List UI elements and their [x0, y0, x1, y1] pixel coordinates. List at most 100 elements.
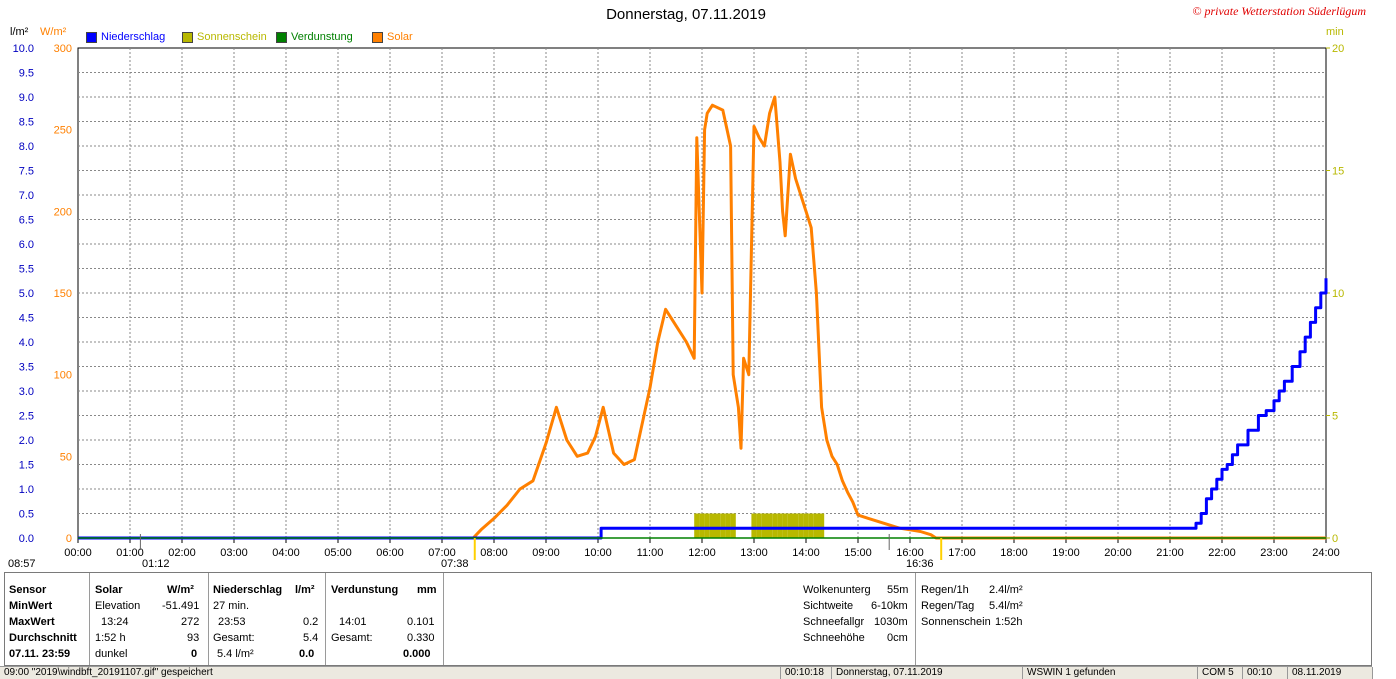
rain-tick-label: 6.0 [19, 239, 34, 251]
sunset-label: 16:36 [906, 558, 934, 570]
rain-tick-label: 4.5 [19, 313, 34, 325]
rain-tick-label: 2.0 [19, 435, 34, 447]
status-date2: 08.11.2019 [1288, 667, 1373, 679]
rain-tick-label: 5.5 [19, 264, 34, 276]
sunshine-bar [813, 513, 819, 538]
rain-tick-label: 0.5 [19, 509, 34, 521]
rainstat-label-0: Regen/1h [921, 584, 969, 596]
solar-elevation-value: -51.491 [162, 600, 200, 612]
divider [915, 573, 916, 665]
weather-chart: 0.0 0.5 1.0 1.5 2.0 2.5 3.0 3.5 4.0 4.5 5.0 5.5 6.0 6… [13, 43, 1344, 560]
weather-value-1: 6-10km [871, 600, 908, 612]
rain-tick-label: 8.5 [19, 117, 34, 129]
evap-total-value: 0.330 [407, 632, 435, 644]
evap-max-value: 0.101 [407, 616, 435, 628]
evap-max-time: 14:01 [339, 616, 367, 628]
sunshine-bar [772, 513, 778, 538]
maxwert-label: MaxWert [9, 616, 55, 628]
minutes-tick-label: 15 [1332, 166, 1344, 178]
rain-tick-label: 7.5 [19, 166, 34, 178]
x-tick-label: 14:00 [792, 547, 820, 559]
sensor-header: Sensor [9, 584, 47, 596]
x-tick-label: 22:00 [1208, 547, 1236, 559]
rain-tick-label: 7.0 [19, 190, 34, 202]
rain-tick-label: 5.0 [19, 288, 34, 300]
evap-total-label: Gesamt: [331, 632, 373, 644]
x-tick-label: 16:00 [896, 547, 924, 559]
solar-hours: 1:52 h [95, 632, 126, 644]
evap-sum-value: 0.000 [403, 648, 431, 660]
divider [208, 573, 209, 665]
legend-verdunstung: Verdunstung [276, 31, 353, 43]
x-tick-label: 07:00 [428, 547, 456, 559]
x-tick-label: 10:00 [584, 547, 612, 559]
sunshine-bar [767, 513, 773, 538]
status-bar: 09:00 "2019\windbft_20191107.gif" gespei… [0, 666, 1373, 679]
x-tick-label: 01:00 [116, 547, 144, 559]
x-tick-label: 05:00 [324, 547, 352, 559]
solar-tick-label: 300 [54, 43, 72, 55]
rain-tick-label: 1.5 [19, 460, 34, 472]
durchschnitt-label: Durchschnitt [9, 632, 77, 644]
status-com: COM 5 [1198, 667, 1243, 679]
sunshine-bar [819, 513, 825, 538]
sunshine-bar [720, 513, 726, 538]
sunshine-bar [730, 513, 736, 538]
rain-duration: 27 min. [213, 600, 250, 612]
sunshine-bar [798, 513, 804, 538]
sunshine-bar [704, 513, 710, 538]
solar-tick-label: 150 [54, 288, 72, 300]
evap-unit: mm [417, 584, 437, 596]
evap-header: Verdunstung [331, 584, 399, 596]
weather-label-3: Schneehöhe [803, 632, 865, 644]
rain-sum-label: 5.4 l/m² [217, 648, 254, 660]
x-tick-label: 15:00 [844, 547, 872, 559]
sunshine-bar [756, 513, 762, 538]
divider [443, 573, 444, 665]
x-tick-label: 13:00 [740, 547, 768, 559]
rainstat-value-2: 1:52h [995, 616, 1023, 628]
copyright-label: © private Wetterstation Süderlügum [1192, 4, 1366, 18]
divider [325, 573, 326, 665]
status-clock: 00:10:18 [781, 667, 832, 679]
x-tick-label: 06:00 [376, 547, 404, 559]
rainstat-label-2: Sonnenschein [921, 616, 991, 628]
series-niederschlag [78, 278, 1328, 540]
sunshine-bar [803, 513, 809, 538]
weather-value-2: 1030m [874, 616, 908, 628]
weather-label-2: Schneefallgr [803, 616, 865, 628]
sunshine-bar [725, 513, 731, 538]
series-solar [78, 95, 1326, 540]
legend-label: Sonnenschein [197, 31, 267, 43]
statistics-panel: Sensor MinWert MaxWert Durchschnitt 07.1… [4, 572, 1372, 666]
solar-tick-label: 250 [54, 125, 72, 137]
rain-tick-label: 10.0 [13, 43, 34, 55]
minutes-tick-label: 5 [1332, 411, 1338, 423]
rainstat-label-1: Regen/Tag [921, 600, 975, 612]
date-label: 07.11. 23:59 [9, 648, 71, 660]
sunshine-bar [793, 513, 799, 538]
rain-tick-label: 1.0 [19, 484, 34, 496]
solar-avg-value: 93 [187, 632, 200, 644]
solar-dark-label: dunkel [95, 648, 128, 660]
sunshine-bar [777, 513, 783, 538]
legend-swatch [276, 31, 287, 43]
x-tick-label: 12:00 [688, 547, 716, 559]
solar-tick-label: 50 [60, 451, 72, 463]
legend-swatch [182, 31, 193, 43]
solar-unit-label: W/m² [40, 26, 67, 38]
legend-label: Solar [387, 31, 413, 43]
rain-max-value: 0.2 [303, 616, 319, 628]
solar-tick-label: 200 [54, 206, 72, 218]
rain-tick-label: 3.5 [19, 362, 34, 374]
legend-niederschlag: Niederschlag [86, 31, 165, 43]
x-tick-label: 19:00 [1052, 547, 1080, 559]
sunrise-label: 07:38 [441, 558, 469, 570]
minutes-tick-label: 20 [1332, 43, 1344, 55]
solar-max-value: 272 [181, 616, 200, 628]
rain-unit: l/m² [295, 584, 315, 596]
rain-tick-label: 9.5 [19, 68, 34, 80]
minutes-tick-label: 0 [1332, 533, 1338, 545]
minwert-label: MinWert [9, 600, 53, 612]
x-tick-label: 23:00 [1260, 547, 1288, 559]
